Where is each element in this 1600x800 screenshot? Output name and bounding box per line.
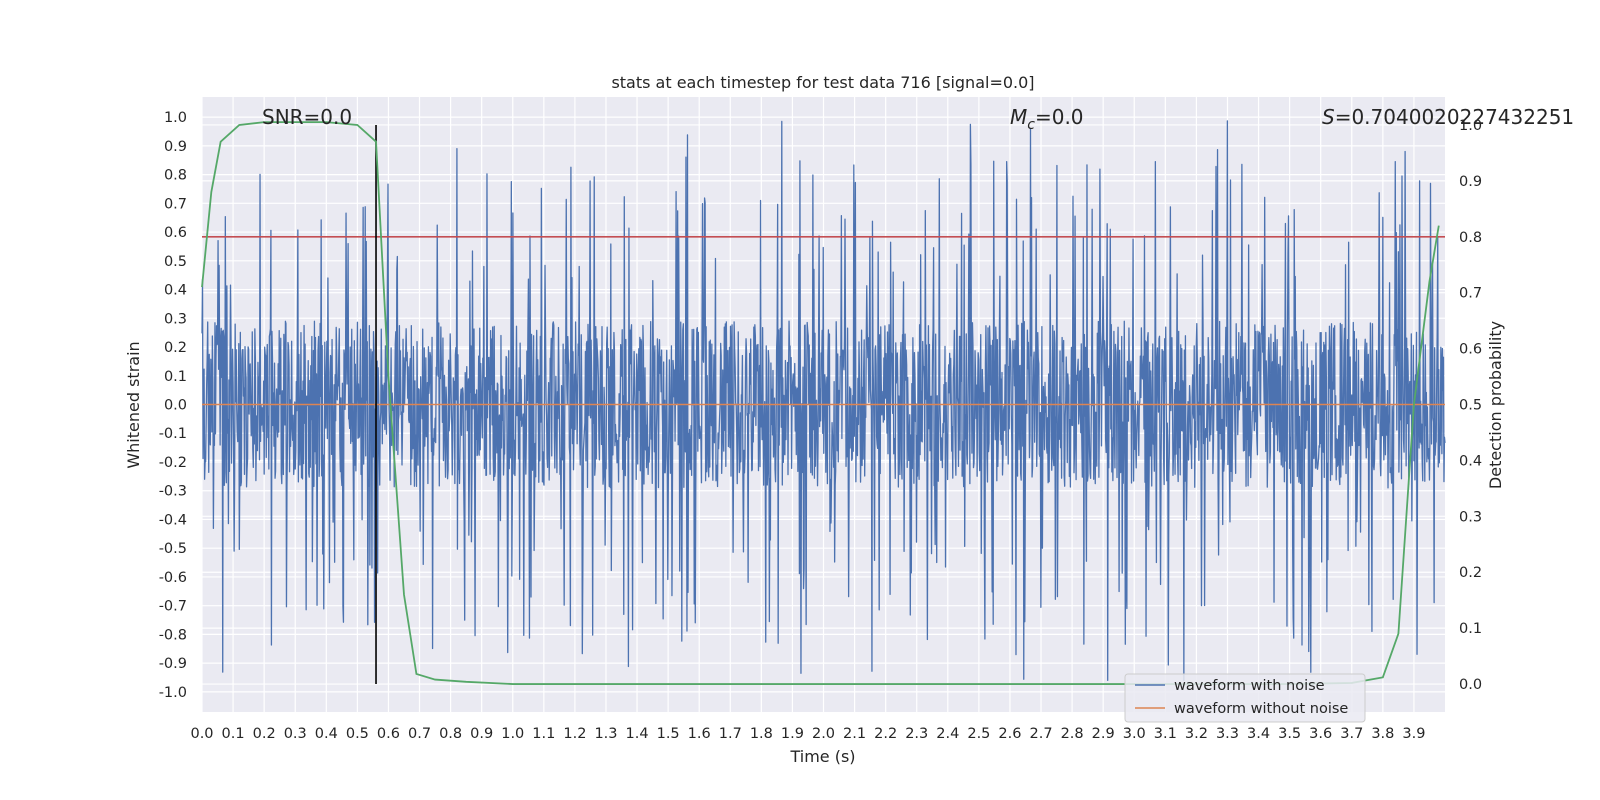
y-tick-label: -0.9 bbox=[159, 656, 187, 672]
y-tick-label: -1.0 bbox=[159, 685, 187, 701]
y-tick-label: 0.8 bbox=[164, 168, 187, 184]
x-tick-label: 0.4 bbox=[315, 726, 338, 742]
x-tick-label: 2.9 bbox=[1092, 726, 1115, 742]
x-tick-label: 0.2 bbox=[253, 726, 276, 742]
x-tick-label: 0.9 bbox=[470, 726, 493, 742]
x-tick-label: 2.3 bbox=[905, 726, 928, 742]
x-tick-label: 0.0 bbox=[190, 726, 213, 742]
waveform-with-noise-line bbox=[201, 120, 1446, 682]
mc-annotation: Mc=0.0 bbox=[1010, 105, 1084, 133]
x-tick-label: 2.1 bbox=[843, 726, 866, 742]
y-axis-label: Whitened strain bbox=[124, 341, 143, 468]
y2-tick-label: 0.9 bbox=[1459, 174, 1482, 190]
tick-labels: 0.0 0.1 0.2 0.3 0.4 0.5 0.6 0.7 0.8 0.9 1.0 1.1 1.2 1… bbox=[159, 110, 1482, 742]
legend-box bbox=[1124, 673, 1366, 723]
y-tick-label: 0.5 bbox=[164, 254, 187, 270]
y2-tick-label: 1.0 bbox=[1459, 118, 1482, 134]
y-tick-label: -0.8 bbox=[159, 627, 187, 643]
x-tick-label: 2.6 bbox=[998, 726, 1021, 742]
x-tick-label: 3.3 bbox=[1216, 726, 1239, 742]
y2-tick-label: 0.7 bbox=[1459, 286, 1482, 302]
x-tick-label: 0.6 bbox=[377, 726, 400, 742]
x-tick-label: 1.8 bbox=[750, 726, 773, 742]
x-tick-label: 3.5 bbox=[1278, 726, 1301, 742]
x-tick-label: 0.8 bbox=[439, 726, 462, 742]
y2-tick-label: 0.5 bbox=[1459, 398, 1482, 414]
y-tick-label: -0.6 bbox=[159, 570, 187, 586]
x-tick-label: 1.6 bbox=[688, 726, 711, 742]
y-tick-label: 0.0 bbox=[164, 398, 187, 414]
x-tick-label: 3.2 bbox=[1185, 726, 1208, 742]
y2-tick-label: 0.0 bbox=[1459, 677, 1482, 693]
y-tick-label: 0.9 bbox=[164, 139, 187, 155]
y-tick-label: 0.2 bbox=[164, 340, 187, 356]
x-tick-label: 0.5 bbox=[346, 726, 369, 742]
x-tick-label: 1.4 bbox=[626, 726, 649, 742]
x-tick-label: 3.4 bbox=[1247, 726, 1270, 742]
s-symbol: S bbox=[1322, 105, 1335, 129]
snr-annotation: SNR=0.0 bbox=[262, 105, 352, 129]
y-tick-label: 0.3 bbox=[164, 311, 187, 327]
y-tick-label: 1.0 bbox=[164, 110, 187, 126]
y2-tick-label: 0.1 bbox=[1459, 621, 1482, 637]
y-tick-label: -0.2 bbox=[159, 455, 187, 471]
x-tick-label: 2.0 bbox=[812, 726, 835, 742]
x-tick-label: 1.0 bbox=[501, 726, 524, 742]
legend: waveform with noise waveform without noi… bbox=[1124, 673, 1366, 723]
x-tick-label: 1.3 bbox=[594, 726, 617, 742]
legend-label-without-noise: waveform without noise bbox=[1174, 701, 1348, 717]
y2-tick-label: 0.2 bbox=[1459, 565, 1482, 581]
x-tick-label: 1.1 bbox=[532, 726, 555, 742]
y-tick-label: 0.6 bbox=[164, 225, 187, 241]
y-tick-label: -0.4 bbox=[159, 512, 187, 528]
x-tick-label: 3.7 bbox=[1340, 726, 1363, 742]
y-tick-label: -0.5 bbox=[159, 541, 187, 557]
y-tick-label: 0.1 bbox=[164, 369, 187, 385]
x-tick-label: 2.4 bbox=[936, 726, 959, 742]
x-tick-label: 3.1 bbox=[1154, 726, 1177, 742]
x-tick-label: 2.8 bbox=[1061, 726, 1084, 742]
y-tick-label: -0.1 bbox=[159, 426, 187, 442]
x-tick-label: 3.0 bbox=[1123, 726, 1146, 742]
y2-tick-label: 0.8 bbox=[1459, 230, 1482, 246]
x-tick-label: 0.7 bbox=[408, 726, 431, 742]
x-tick-label: 0.1 bbox=[222, 726, 245, 742]
s-annotation: S=0.7040020227432251 bbox=[1322, 105, 1574, 129]
chart-title: stats at each timestep for test data 716… bbox=[611, 73, 1034, 92]
x-tick-label: 2.2 bbox=[874, 726, 897, 742]
x-tick-label: 1.9 bbox=[781, 726, 804, 742]
y2-tick-label: 0.3 bbox=[1459, 509, 1482, 525]
x-tick-label: 1.7 bbox=[719, 726, 742, 742]
x-axis-label: Time (s) bbox=[789, 747, 855, 766]
x-tick-label: 3.8 bbox=[1371, 726, 1394, 742]
x-tick-label: 2.7 bbox=[1029, 726, 1052, 742]
y-tick-label: 0.7 bbox=[164, 196, 187, 212]
series-waveform-with-noise bbox=[201, 120, 1446, 682]
y2-axis-label: Detection probability bbox=[1486, 321, 1505, 489]
legend-label-with-noise: waveform with noise bbox=[1174, 678, 1325, 694]
detection-probability-line bbox=[201, 121, 1440, 685]
x-tick-label: 1.5 bbox=[657, 726, 680, 742]
y-tick-label: 0.4 bbox=[164, 283, 187, 299]
x-tick-label: 0.3 bbox=[284, 726, 307, 742]
mc-subscript: c bbox=[1027, 117, 1035, 133]
y-tick-label: -0.7 bbox=[159, 599, 187, 615]
y2-tick-label: 0.6 bbox=[1459, 342, 1482, 358]
x-tick-label: 3.6 bbox=[1309, 726, 1332, 742]
x-tick-label: 2.5 bbox=[967, 726, 990, 742]
overlay-lines bbox=[201, 121, 1445, 685]
mc-symbol: M bbox=[1010, 105, 1027, 129]
y2-tick-label: 0.4 bbox=[1459, 453, 1482, 469]
x-tick-label: 3.9 bbox=[1402, 726, 1425, 742]
y-tick-label: -0.3 bbox=[159, 484, 187, 500]
x-tick-label: 1.2 bbox=[563, 726, 586, 742]
mc-value: =0.0 bbox=[1035, 105, 1084, 129]
s-value: =0.7040020227432251 bbox=[1335, 105, 1574, 129]
